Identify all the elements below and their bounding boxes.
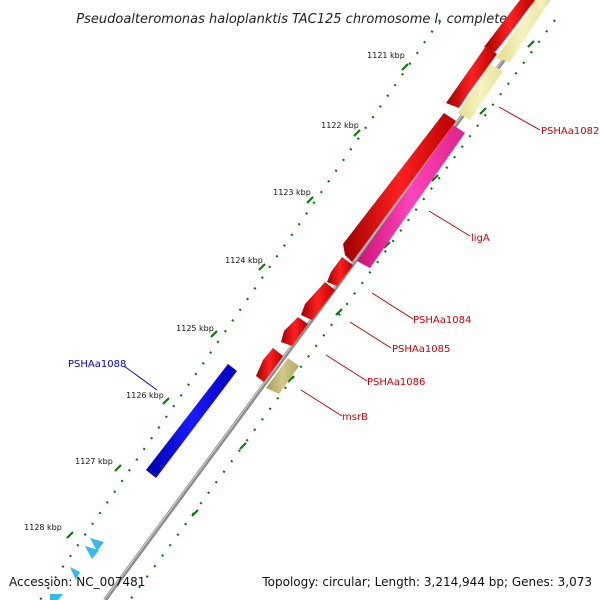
gene-arrow[interactable] [256, 348, 283, 382]
gene-bar[interactable] [90, 538, 104, 551]
gene-labels: PSHAa1082 ligA PSHAa1084 PSHAa1085 PSHAa… [68, 126, 599, 423]
scale-label: 1121 kbp [367, 51, 405, 60]
inner-major-ticks [191, 40, 535, 517]
gene-bar[interactable] [70, 567, 80, 580]
scale-labels: 1121 kbp 1122 kbp 1123 kbp 1124 kbp 1125… [24, 51, 405, 532]
gene-arrow[interactable] [343, 113, 456, 262]
accession-text: Accession: NC_007481 [9, 575, 145, 589]
gene-bar[interactable] [50, 594, 63, 600]
gene-bar[interactable] [146, 364, 237, 478]
gene-arrow[interactable] [301, 282, 335, 320]
scale-label: 1126 kbp [126, 391, 164, 400]
outer-tick-row [39, 19, 441, 600]
reverse-genes [50, 364, 237, 600]
other-genes [266, 0, 550, 394]
inner-tick-row [129, 19, 556, 600]
gene-bar[interactable] [357, 125, 465, 268]
gene-bar[interactable] [496, 0, 550, 62]
gene-arrow[interactable] [327, 257, 353, 286]
gene-arrow[interactable] [446, 46, 497, 108]
gene-label[interactable]: PSHAa1088 [68, 359, 126, 370]
genome-summary-text: Topology: circular; Length: 3,214,944 bp… [261, 575, 592, 589]
gene-arrow[interactable] [484, 0, 535, 52]
scale-label: 1122 kbp [321, 121, 359, 130]
scale-label: 1124 kbp [225, 256, 263, 265]
gene-label[interactable]: PSHAa1085 [392, 344, 450, 355]
gene-label[interactable]: PSHAa1082 [541, 126, 599, 137]
major-ticks [66, 63, 409, 539]
scale-label: 1127 kbp [75, 457, 113, 466]
scale-label: 1128 kbp [24, 523, 62, 532]
label-leader-blue [123, 365, 158, 391]
gene-arrow[interactable] [281, 317, 308, 346]
gene-label[interactable]: msrB [342, 412, 368, 423]
gene-bar[interactable] [531, 0, 549, 10]
label-leaders [300, 106, 541, 417]
scale-label: 1123 kbp [273, 188, 311, 197]
scale-label: 1125 kbp [176, 324, 214, 333]
gene-label[interactable]: ligA [471, 233, 490, 244]
gene-bar[interactable] [85, 546, 99, 559]
map-title: Pseudoalteromonas haloplanktis TAC125 ch… [76, 12, 519, 27]
gene-bar[interactable] [458, 64, 503, 120]
forward-genes [256, 0, 535, 382]
gene-bar[interactable] [266, 358, 299, 394]
gene-label[interactable]: PSHAa1086 [367, 377, 425, 388]
gene-label[interactable]: PSHAa1084 [413, 315, 471, 326]
